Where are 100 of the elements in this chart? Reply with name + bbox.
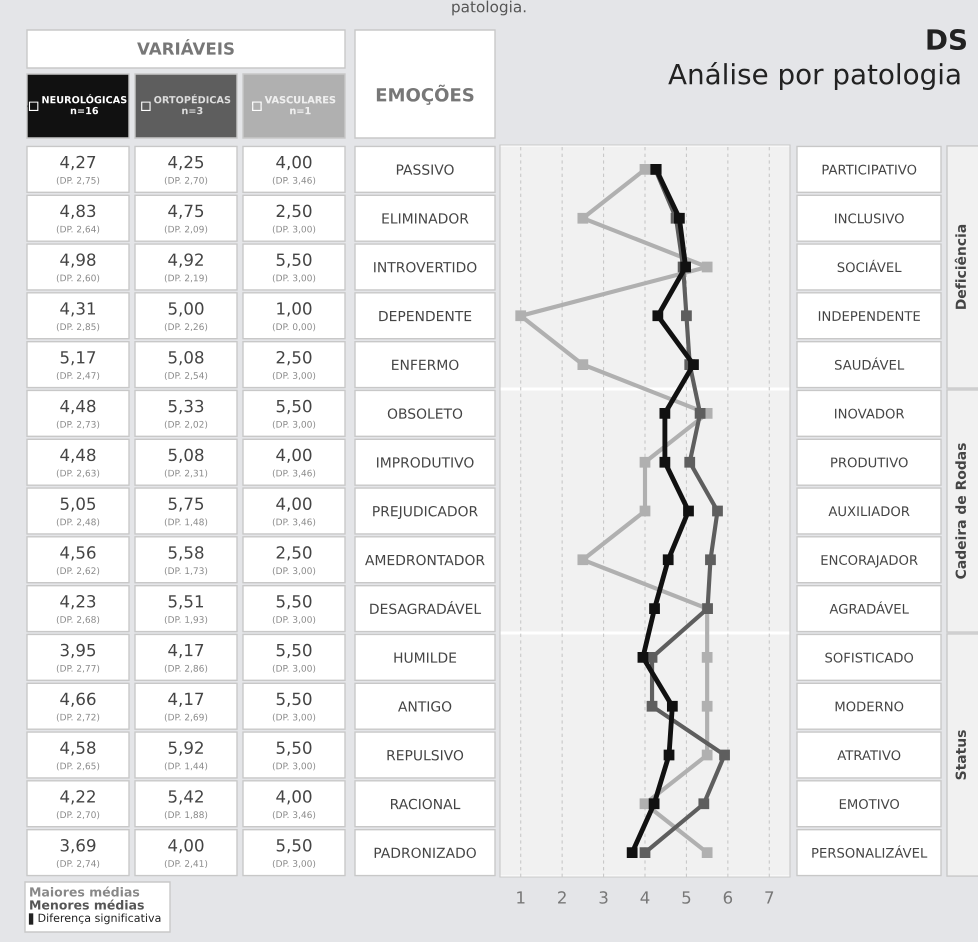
data-label: 5,92 (DP. 1,44) <box>164 741 208 770</box>
point <box>702 262 713 272</box>
data-label: 5,33 (DP. 2,02) <box>164 400 208 429</box>
data-label: 4,31 (DP. 2,85) <box>56 302 100 332</box>
legend-label: NEUROLÓGICAS n=16 <box>42 94 127 114</box>
data-label: 4,48 (DP. 2,73) <box>56 400 100 429</box>
point <box>666 700 678 712</box>
y2-tick-label: PERSONALIZÁVEL <box>812 845 928 858</box>
y-tick-label: ELIMINADOR <box>382 213 469 224</box>
data-label: 4,23 (DP. 2,68) <box>56 594 100 624</box>
text: DS <box>927 29 966 50</box>
data-label: 2,50 (DP. 3,00) <box>272 546 316 576</box>
x-tick-label: 1 <box>517 891 524 904</box>
y-tick-label: INTROVERTIDO <box>374 262 476 272</box>
y2-tick-label: ATRATIVO <box>837 750 900 760</box>
text: patologia. <box>452 0 526 16</box>
point <box>712 506 723 516</box>
x-tick-label: 4 <box>640 891 650 904</box>
point <box>660 408 670 419</box>
data-label: 4,00 (DP. 3,46) <box>272 448 316 478</box>
x-tick-label: 3 <box>600 891 608 904</box>
data-label: 5,75 (DP. 1,48) <box>164 498 208 526</box>
chart-subtitle: Análise por patologia <box>668 62 960 90</box>
data-label: 4,75 (DP. 2,09) <box>164 204 208 234</box>
x-tick-label: 7 <box>765 891 774 904</box>
y2-tick-label: INCLUSIVO <box>835 213 904 224</box>
point <box>640 506 650 516</box>
y-tick-label: REPULSIVO <box>387 750 464 760</box>
point <box>694 408 706 419</box>
y2-tick-label: INDEPENDENTE <box>818 311 920 321</box>
y-tick-label: OBSOLETO <box>388 408 462 419</box>
data-label: 5,50 (DP. 3,00) <box>272 400 316 429</box>
point <box>680 262 691 272</box>
data-label: 5,08 (DP. 2,54) <box>164 350 208 380</box>
data-label: 4,22 (DP. 2,70) <box>56 790 100 820</box>
y2-tick-label: MODERNO <box>836 701 904 712</box>
text: ▌Diferença significativa <box>28 913 160 925</box>
point <box>640 456 650 468</box>
data-label: 4,66 (DP. 2,72) <box>56 692 100 722</box>
data-label: 4,48 (DP. 2,63) <box>56 448 100 478</box>
text: Menores médias <box>30 899 144 910</box>
point <box>652 310 664 322</box>
legend-label: ORTOPÉDICAS n=3 <box>154 94 230 114</box>
y-tick-label: ENFERMO <box>392 360 458 370</box>
point <box>515 310 526 322</box>
y-tick-label: DESAGRADÁVEL <box>370 601 482 614</box>
point <box>649 603 660 614</box>
data-label: 4,56 (DP. 2,62) <box>56 546 100 576</box>
point <box>662 554 674 566</box>
data-label: 5,50 (DP. 3,00) <box>272 253 316 282</box>
text: Maiores médias <box>30 886 140 897</box>
data-label: 4,00 (DP. 3,46) <box>272 497 316 526</box>
point <box>702 652 713 663</box>
x-tick-label: 6 <box>724 891 732 904</box>
data-label: 4,00 (DP. 3,46) <box>272 790 316 820</box>
point <box>646 700 658 712</box>
text: Status <box>956 730 966 780</box>
point <box>702 750 713 760</box>
text: EMOÇÕES <box>376 84 474 105</box>
point <box>688 359 699 370</box>
y2-tick-label: SOCIÁVEL <box>838 260 902 272</box>
data-label: 5,50 (DP. 3,00) <box>272 594 316 624</box>
data-label: 3,69 (DP. 2,74) <box>56 838 100 868</box>
data-label: 5,17 (DP. 2,47) <box>56 351 100 380</box>
y-tick-label: DEPENDENTE <box>379 310 472 322</box>
data-label: 5,00 (DP. 2,26) <box>164 302 208 332</box>
data-label: 4,58 (DP. 2,65) <box>56 741 100 770</box>
data-label: 4,25 (DP. 2,70) <box>164 156 208 185</box>
data-label: 5,50 (DP. 3,00) <box>272 644 316 673</box>
point <box>577 212 588 224</box>
data-label: 4,17 (DP. 2,69) <box>164 692 208 722</box>
y-tick-label: IMPRODUTIVO <box>377 457 474 468</box>
data-label: 4,00 (DP. 2,41) <box>164 838 208 868</box>
text: VARIÁVEIS <box>137 39 234 55</box>
data-label: 2,50 (DP. 3,00) <box>272 204 316 234</box>
data-label: 4,92 (DP. 2,19) <box>164 253 208 282</box>
y2-tick-label: PARTICIPATIVO <box>822 164 916 175</box>
point <box>681 310 692 322</box>
data-label: 4,00 (DP. 3,46) <box>272 156 316 185</box>
y2-tick-label: AGRADÁVEL <box>830 601 909 614</box>
point <box>705 554 716 566</box>
point <box>702 700 713 712</box>
point <box>674 212 685 224</box>
data-label: 2,50 (DP. 3,00) <box>272 350 316 380</box>
y2-tick-label: AUXILIADOR <box>828 506 910 516</box>
y-tick-label: PADRONIZADO <box>374 848 476 858</box>
point <box>702 847 713 858</box>
point <box>577 359 588 370</box>
data-label: 3,95 (DP. 2,77) <box>56 644 100 673</box>
point <box>640 847 650 858</box>
point <box>577 554 588 566</box>
y2-tick-label: SAUDÁVEL <box>834 357 904 370</box>
y2-tick-label: SOFISTICADO <box>825 652 914 663</box>
point <box>664 750 674 760</box>
point <box>626 847 638 858</box>
y-tick-label: ANTIGO <box>398 701 452 712</box>
point <box>698 798 710 810</box>
data-label: 4,27 (DP. 2,75) <box>56 156 100 185</box>
legend-label: VASCULARES n=1 <box>264 96 336 114</box>
data-label: 4,98 (DP. 2,60) <box>56 253 100 282</box>
